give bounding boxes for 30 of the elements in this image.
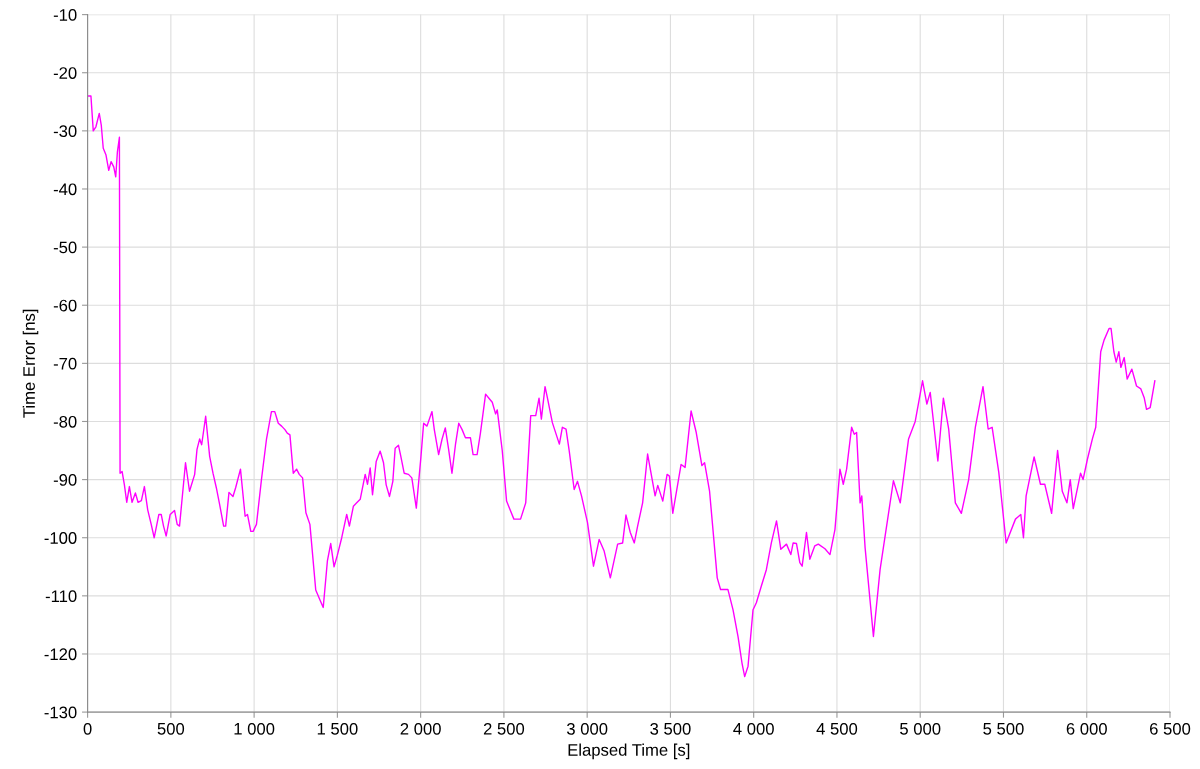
y-tick-label: -10 (53, 9, 77, 21)
y-tick-label: -70 (53, 357, 77, 370)
x-tick-label: 3 500 (650, 722, 691, 735)
x-tick-label: 5 500 (983, 722, 1024, 735)
y-tick-label: -50 (53, 241, 77, 254)
x-tick-label: 2 000 (400, 722, 441, 735)
y-tick-label: -120 (44, 648, 77, 661)
y-tick-label: -60 (53, 299, 77, 312)
x-tick-label: 0 (83, 722, 92, 735)
x-axis-title: Elapsed Time [s] (568, 743, 690, 760)
y-axis-title: Time Error [ns] (22, 309, 39, 418)
y-tick-label: -80 (53, 415, 77, 428)
x-tick-label: 6 500 (1149, 722, 1191, 735)
x-tick-label: 5 000 (900, 722, 941, 735)
x-tick-label: 1 000 (234, 722, 275, 735)
x-tick-label: 6 000 (1066, 722, 1107, 735)
x-tick-label: 2 500 (483, 722, 525, 735)
y-tick-label: -30 (53, 125, 77, 138)
y-tick-label: -110 (45, 590, 77, 603)
y-tick-label: -90 (53, 474, 77, 486)
y-tick-label: -130 (44, 706, 77, 719)
x-tick-label: 4 500 (816, 722, 858, 735)
y-tick-label: -20 (53, 67, 77, 79)
x-tick-label: 4 000 (733, 722, 774, 735)
y-tick-label: -40 (53, 183, 77, 196)
y-tick-label: -100 (44, 532, 77, 544)
x-tick-label: 500 (157, 722, 185, 735)
line-series (87, 95, 1156, 678)
x-tick-label: 1 500 (317, 722, 358, 735)
x-tick-label: 3 000 (566, 722, 608, 735)
